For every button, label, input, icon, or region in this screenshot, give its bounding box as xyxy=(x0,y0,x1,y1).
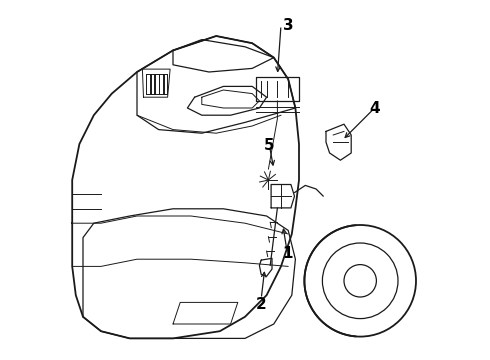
Text: 3: 3 xyxy=(283,18,294,33)
Text: 2: 2 xyxy=(256,297,267,312)
Text: 1: 1 xyxy=(282,246,293,261)
Text: 5: 5 xyxy=(264,138,275,153)
Text: 4: 4 xyxy=(369,100,380,116)
